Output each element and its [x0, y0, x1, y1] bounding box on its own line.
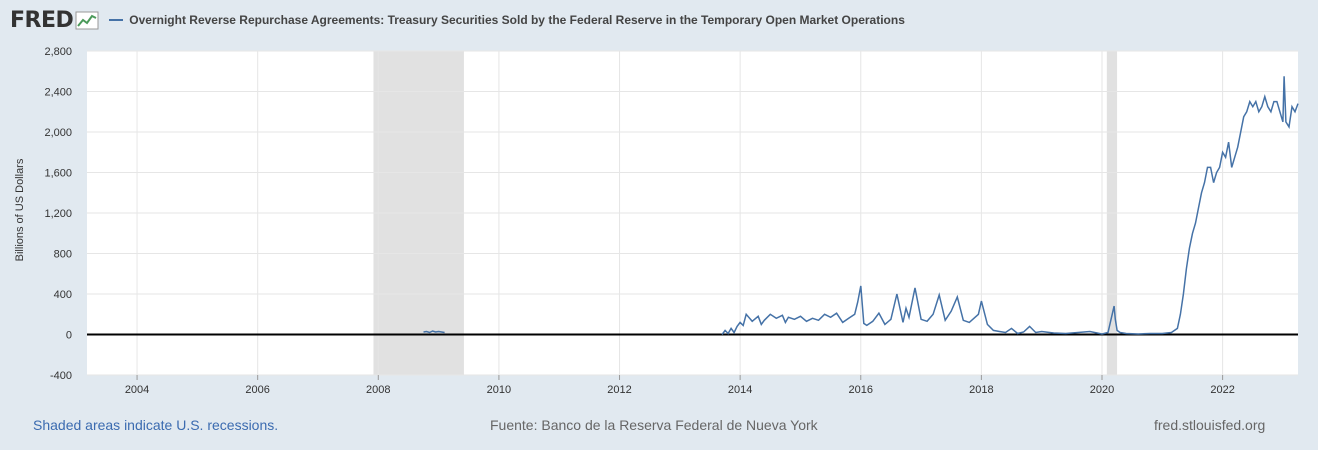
fred-logo[interactable]: FRED — [10, 7, 74, 33]
x-tick-label: 2018 — [969, 384, 993, 396]
y-tick-label: 1,200 — [44, 208, 72, 220]
site-link[interactable]: fred.stlouisfed.org — [1154, 417, 1266, 433]
recession-note: Shaded areas indicate U.S. recessions. — [33, 417, 279, 433]
y-tick-label: 0 — [66, 330, 72, 342]
chart-legend: Overnight Reverse Repurchase Agreements:… — [109, 13, 905, 27]
y-tick-label: 800 — [54, 249, 72, 261]
x-tick-label: 2016 — [849, 384, 873, 396]
y-tick-label: 400 — [54, 289, 72, 301]
x-tick-label: 2012 — [607, 384, 631, 396]
y-tick-label: 2,000 — [44, 127, 72, 139]
chart-title: Overnight Reverse Repurchase Agreements:… — [129, 13, 905, 27]
y-tick-label: 1,600 — [44, 168, 72, 180]
series-line — [721, 76, 1299, 335]
y-tick-label: -400 — [50, 370, 72, 382]
fred-graph-icon — [75, 11, 99, 30]
x-tick-label: 2006 — [245, 384, 269, 396]
series-line — [423, 330, 445, 334]
legend-swatch — [109, 19, 124, 21]
source-note: Fuente: Banco de la Reserva Federal de N… — [490, 417, 818, 433]
y-tick-label: 2,800 — [44, 46, 72, 58]
x-tick-label: 2004 — [125, 384, 149, 396]
x-tick-label: 2022 — [1210, 384, 1234, 396]
x-tick-label: 2020 — [1090, 384, 1114, 396]
y-tick-label: 2,400 — [44, 87, 72, 99]
chart-header: FRED Overnight Reverse Repurchase Agreem… — [10, 6, 905, 34]
x-tick-label: 2008 — [366, 384, 390, 396]
x-tick-label: 2010 — [487, 384, 511, 396]
x-tick-label: 2014 — [728, 384, 752, 396]
